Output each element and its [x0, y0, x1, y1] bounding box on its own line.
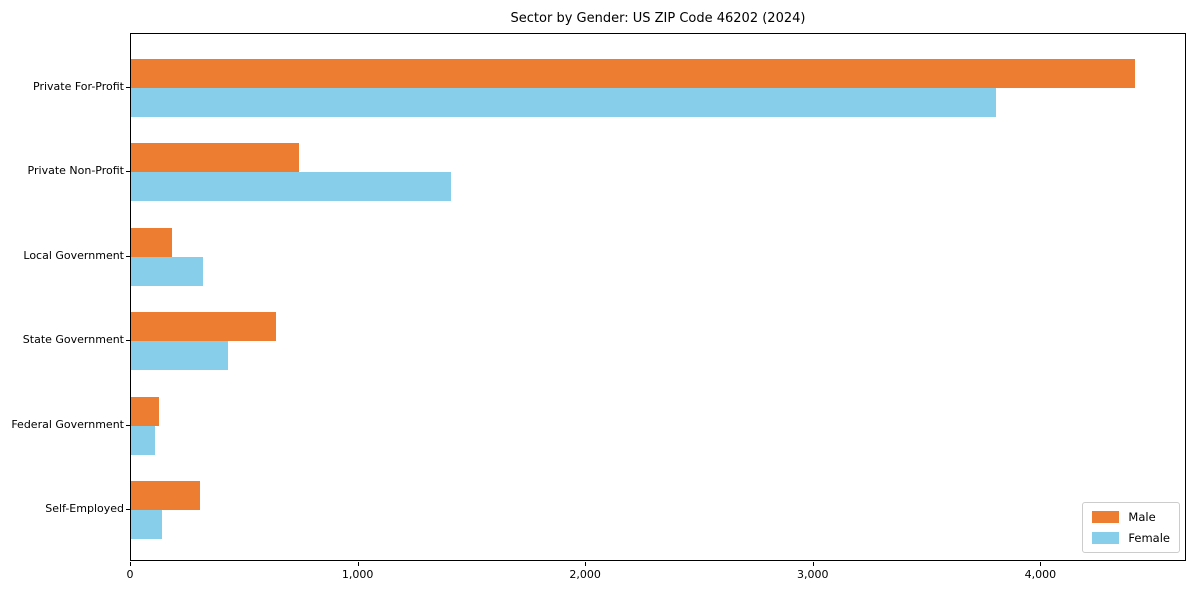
ytick-mark-federal-government	[126, 424, 130, 426]
bar-female-local-government	[131, 256, 203, 286]
ytick-mark-state-government	[126, 340, 130, 342]
bar-male-state-government	[131, 312, 277, 342]
xtick-mark-2-000	[585, 562, 587, 566]
bar-male-private-non-profit	[131, 143, 300, 173]
ytick-label-private-for-profit: Private For-Profit	[33, 80, 124, 93]
bars-layer	[131, 34, 1185, 560]
ytick-label-private-non-profit: Private Non-Profit	[27, 164, 124, 178]
bar-group-state-government	[131, 312, 1185, 371]
xtick-mark-0	[130, 562, 131, 566]
ytick-mark-private-for-profit	[126, 87, 130, 88]
xtick-label-4-000: 4,000	[1024, 568, 1057, 581]
legend-male-label: Male	[1128, 510, 1156, 524]
bar-female-private-for-profit	[131, 88, 997, 117]
xtick-mark-3-000	[812, 562, 814, 566]
xtick-label-0: 0	[126, 568, 134, 581]
bar-male-private-for-profit	[131, 59, 1136, 88]
bar-female-state-government	[131, 341, 228, 371]
legend-female-swatch	[1092, 532, 1120, 544]
chart-title: Sector by Gender: US ZIP Code 46202 (202…	[510, 11, 806, 26]
bar-group-private-for-profit	[131, 59, 1185, 117]
ytick-mark-private-non-profit	[126, 171, 130, 173]
ytick-label-state-government: State Government	[22, 333, 124, 347]
legend-item-female: Female	[1092, 531, 1170, 545]
bar-group-local-government	[131, 227, 1185, 286]
bar-male-federal-government	[131, 396, 160, 426]
ytick-mark-self-employed	[126, 509, 130, 510]
plot-area: Male Female	[130, 33, 1186, 561]
xtick-label-3-000: 3,000	[797, 568, 829, 581]
xtick-label-2-000: 2,000	[569, 568, 601, 581]
xtick-label-1-000: 1,000	[341, 568, 374, 581]
bar-group-self-employed	[131, 481, 1185, 539]
legend-male-swatch	[1092, 511, 1120, 523]
bar-male-self-employed	[131, 481, 201, 510]
bar-male-local-government	[131, 227, 172, 257]
ytick-label-self-employed: Self-Employed	[45, 502, 124, 515]
ytick-label-federal-government: Federal Government	[11, 417, 124, 431]
bar-group-federal-government	[131, 396, 1185, 455]
xtick-mark-4-000	[1040, 562, 1042, 566]
ytick-label-local-government: Local Government	[23, 248, 124, 262]
bar-female-self-employed	[131, 510, 162, 539]
legend-item-male: Male	[1092, 510, 1170, 524]
legend: Male Female	[1082, 502, 1180, 553]
legend-female-label: Female	[1128, 531, 1170, 545]
ytick-mark-local-government	[126, 255, 130, 257]
bar-female-private-non-profit	[131, 172, 452, 202]
bar-group-private-non-profit	[131, 143, 1185, 202]
bar-female-federal-government	[131, 425, 155, 455]
xtick-mark-1-000	[357, 562, 359, 566]
